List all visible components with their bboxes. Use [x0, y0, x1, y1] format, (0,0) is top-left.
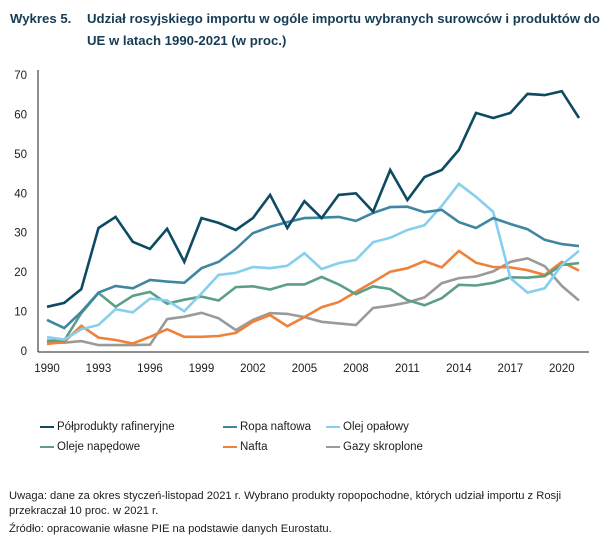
legend-item: Gazy skroplone: [326, 441, 423, 453]
source-text: Źródło: opracowanie własne PIE na podsta…: [9, 523, 332, 535]
note-text: Uwaga: dane za okres styczeń-listopad 20…: [9, 490, 562, 517]
y-tick-label: 50: [14, 149, 27, 161]
legend-swatch: [223, 425, 237, 429]
x-tick-label: 2002: [240, 363, 266, 375]
y-axis-ticks: 0 10 20 30 40 50 60 70: [14, 70, 27, 358]
legend-label: Olej opałowy: [343, 421, 409, 433]
legend-label: Oleje napędowe: [57, 441, 141, 453]
legend-item: Półprodukty rafineryjne: [40, 421, 175, 433]
legend-label: Półprodukty rafineryjne: [57, 421, 175, 433]
series-line-ropa-naftowa: [46, 205, 580, 330]
legend-swatch: [223, 445, 237, 449]
legend-swatch: [40, 445, 54, 449]
x-tick-label: 2020: [549, 363, 575, 375]
y-tick-label: 60: [14, 109, 27, 121]
chart-number: Wykres 5.: [10, 11, 72, 26]
series-group: [46, 89, 581, 347]
x-tick-label: 2011: [395, 363, 420, 375]
series-line-olej-opałowy: [46, 181, 580, 341]
y-tick-label: 10: [14, 307, 27, 319]
x-tick-label: 2014: [446, 363, 472, 375]
legend-swatch: [326, 445, 340, 449]
series-line-gazy-skroplone: [46, 256, 580, 347]
series-line-nafta: [46, 249, 580, 346]
line-chart: 0 10 20 30 40 50 60 70 1990 1993 1996 1999 2002 2005…: [14, 70, 589, 375]
legend-item: Oleje napędowe: [40, 441, 140, 453]
y-tick-label: 30: [14, 228, 27, 240]
x-tick-label: 1993: [86, 363, 112, 375]
legend-label: Gazy skroplone: [343, 441, 423, 453]
chart-notes: Uwaga: dane za okres styczeń-listopad 20…: [9, 489, 609, 541]
x-tick-label: 1996: [137, 363, 163, 375]
x-tick-label: 1999: [189, 363, 215, 375]
legend-item: Olej opałowy: [326, 421, 409, 433]
y-tick-label: 70: [14, 70, 27, 82]
legend-label: Ropa naftowa: [240, 421, 311, 433]
chart-title-text: Udział rosyjskiego importu w ogóle impor…: [87, 11, 600, 48]
legend-item: Ropa naftowa: [223, 421, 311, 433]
y-tick-label: 40: [14, 188, 27, 200]
legend-item: Nafta: [223, 441, 268, 453]
legend-swatch: [40, 425, 54, 429]
x-tick-label: 2005: [292, 363, 318, 375]
y-tick-label: 0: [21, 346, 27, 358]
y-tick-label: 20: [14, 267, 27, 279]
x-tick-label: 2017: [498, 363, 524, 375]
x-axis-ticks: 1990 1993 1996 1999 2002 2005 2008 2011 2014 2017…: [34, 363, 574, 375]
x-tick-label: 2008: [343, 363, 369, 375]
legend-swatch: [326, 425, 340, 429]
x-tick-label: 1990: [34, 363, 60, 375]
series-line-półprodukty-rafineryjne: [46, 89, 581, 309]
legend-label: Nafta: [240, 441, 268, 453]
series-line-oleje-napędowe: [47, 261, 580, 343]
